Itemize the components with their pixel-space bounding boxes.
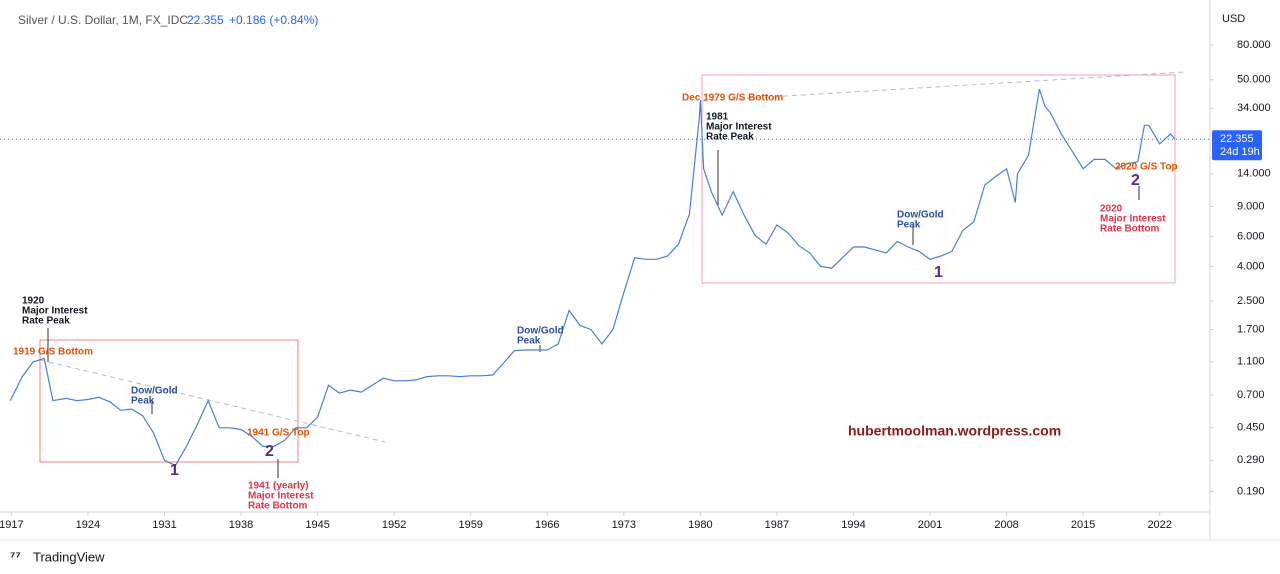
annotation: Rate Peak	[22, 316, 70, 327]
annotation: 1941 (yearly)	[248, 481, 309, 492]
x-tick-label: 1980	[688, 519, 712, 531]
y-tick-label: 9.000	[1237, 200, 1265, 212]
x-tick-label: 1966	[535, 519, 559, 531]
y-tick-label: 4.000	[1237, 260, 1265, 272]
price-change: +0.186 (+0.84%)	[229, 13, 318, 27]
y-tick-label: 34.000	[1237, 102, 1271, 114]
y-tick-label: 0.190	[1237, 485, 1265, 497]
countdown-label: 24d 19h	[1220, 146, 1260, 158]
price-label: 22.355	[1220, 133, 1254, 145]
x-tick-label: 1973	[612, 519, 636, 531]
x-tick-label: 2015	[1071, 519, 1095, 531]
annotation: Dow/Gold	[131, 386, 178, 397]
watermark: hubertmoolman.wordpress.com	[848, 423, 1061, 439]
annotation: Dow/Gold	[517, 326, 564, 337]
annotation: Rate Bottom	[248, 501, 308, 512]
x-tick-label: 2008	[994, 519, 1018, 531]
x-tick-label: 1917	[0, 519, 24, 531]
arrows	[47, 150, 1140, 478]
chart-title: Silver / U.S. Dollar, 1M, FX_IDC	[18, 13, 188, 27]
y-axis-label: USD	[1222, 13, 1245, 25]
annotation: Rate Bottom	[1100, 224, 1160, 235]
annotation: Peak	[897, 220, 921, 231]
price-line	[9, 89, 1176, 467]
price-label-box	[1212, 130, 1262, 161]
y-tick-label: 2.500	[1237, 295, 1265, 307]
y-tick-label: 0.290	[1237, 454, 1265, 466]
x-tick-label: 1994	[841, 519, 865, 531]
annotation: 2020 G/S Top	[1115, 162, 1178, 173]
annotation: 1941 G/S Top	[247, 428, 310, 439]
annotation: Dow/Gold	[897, 210, 944, 221]
brand: TradingView	[33, 549, 105, 564]
y-tick-label: 50.000	[1237, 74, 1271, 86]
y-tick-label: 6.000	[1237, 230, 1265, 242]
x-tick-label: 1924	[76, 519, 100, 531]
annotation: Dec 1979 G/S Bottom	[682, 93, 783, 104]
annotation: Major Interest	[248, 491, 314, 502]
annotation: 2020	[1100, 204, 1123, 215]
annotation: 2	[1131, 172, 1140, 189]
annotation: Major Interest	[22, 306, 88, 317]
x-tick-label: 1938	[229, 519, 253, 531]
last-price: 22.355	[187, 13, 224, 27]
x-tick-label: 2001	[918, 519, 942, 531]
annotation: Major Interest	[1100, 214, 1166, 225]
y-tick-label: 1.700	[1237, 323, 1265, 335]
annotation: 1919 G/S Bottom	[13, 347, 93, 358]
annotation: Major Interest	[706, 122, 772, 133]
annotation: Peak	[517, 336, 541, 347]
x-tick-label: 1987	[765, 519, 789, 531]
y-tick-label: 0.700	[1237, 389, 1265, 401]
x-tick-label: 1952	[382, 519, 406, 531]
annotation: 1	[934, 264, 943, 281]
y-tick-label: 0.450	[1237, 422, 1265, 434]
annotation: Peak	[131, 396, 155, 407]
annotation: 1920	[22, 296, 45, 307]
brand-logo: ⁷⁷	[10, 548, 21, 563]
x-tick-label: 1931	[152, 519, 176, 531]
annotation: Rate Peak	[706, 132, 754, 143]
y-tick-label: 14.000	[1237, 168, 1271, 180]
annotation: 1981	[706, 112, 729, 123]
x-tick-label: 1945	[305, 519, 329, 531]
annotation: 1	[170, 462, 179, 479]
x-tick-label: 1959	[458, 519, 482, 531]
annotation: 2	[265, 443, 274, 460]
y-tick-label: 80.000	[1237, 39, 1271, 51]
x-tick-label: 2022	[1147, 519, 1171, 531]
range-box	[701, 74, 1176, 284]
y-tick-label: 1.100	[1237, 356, 1265, 368]
